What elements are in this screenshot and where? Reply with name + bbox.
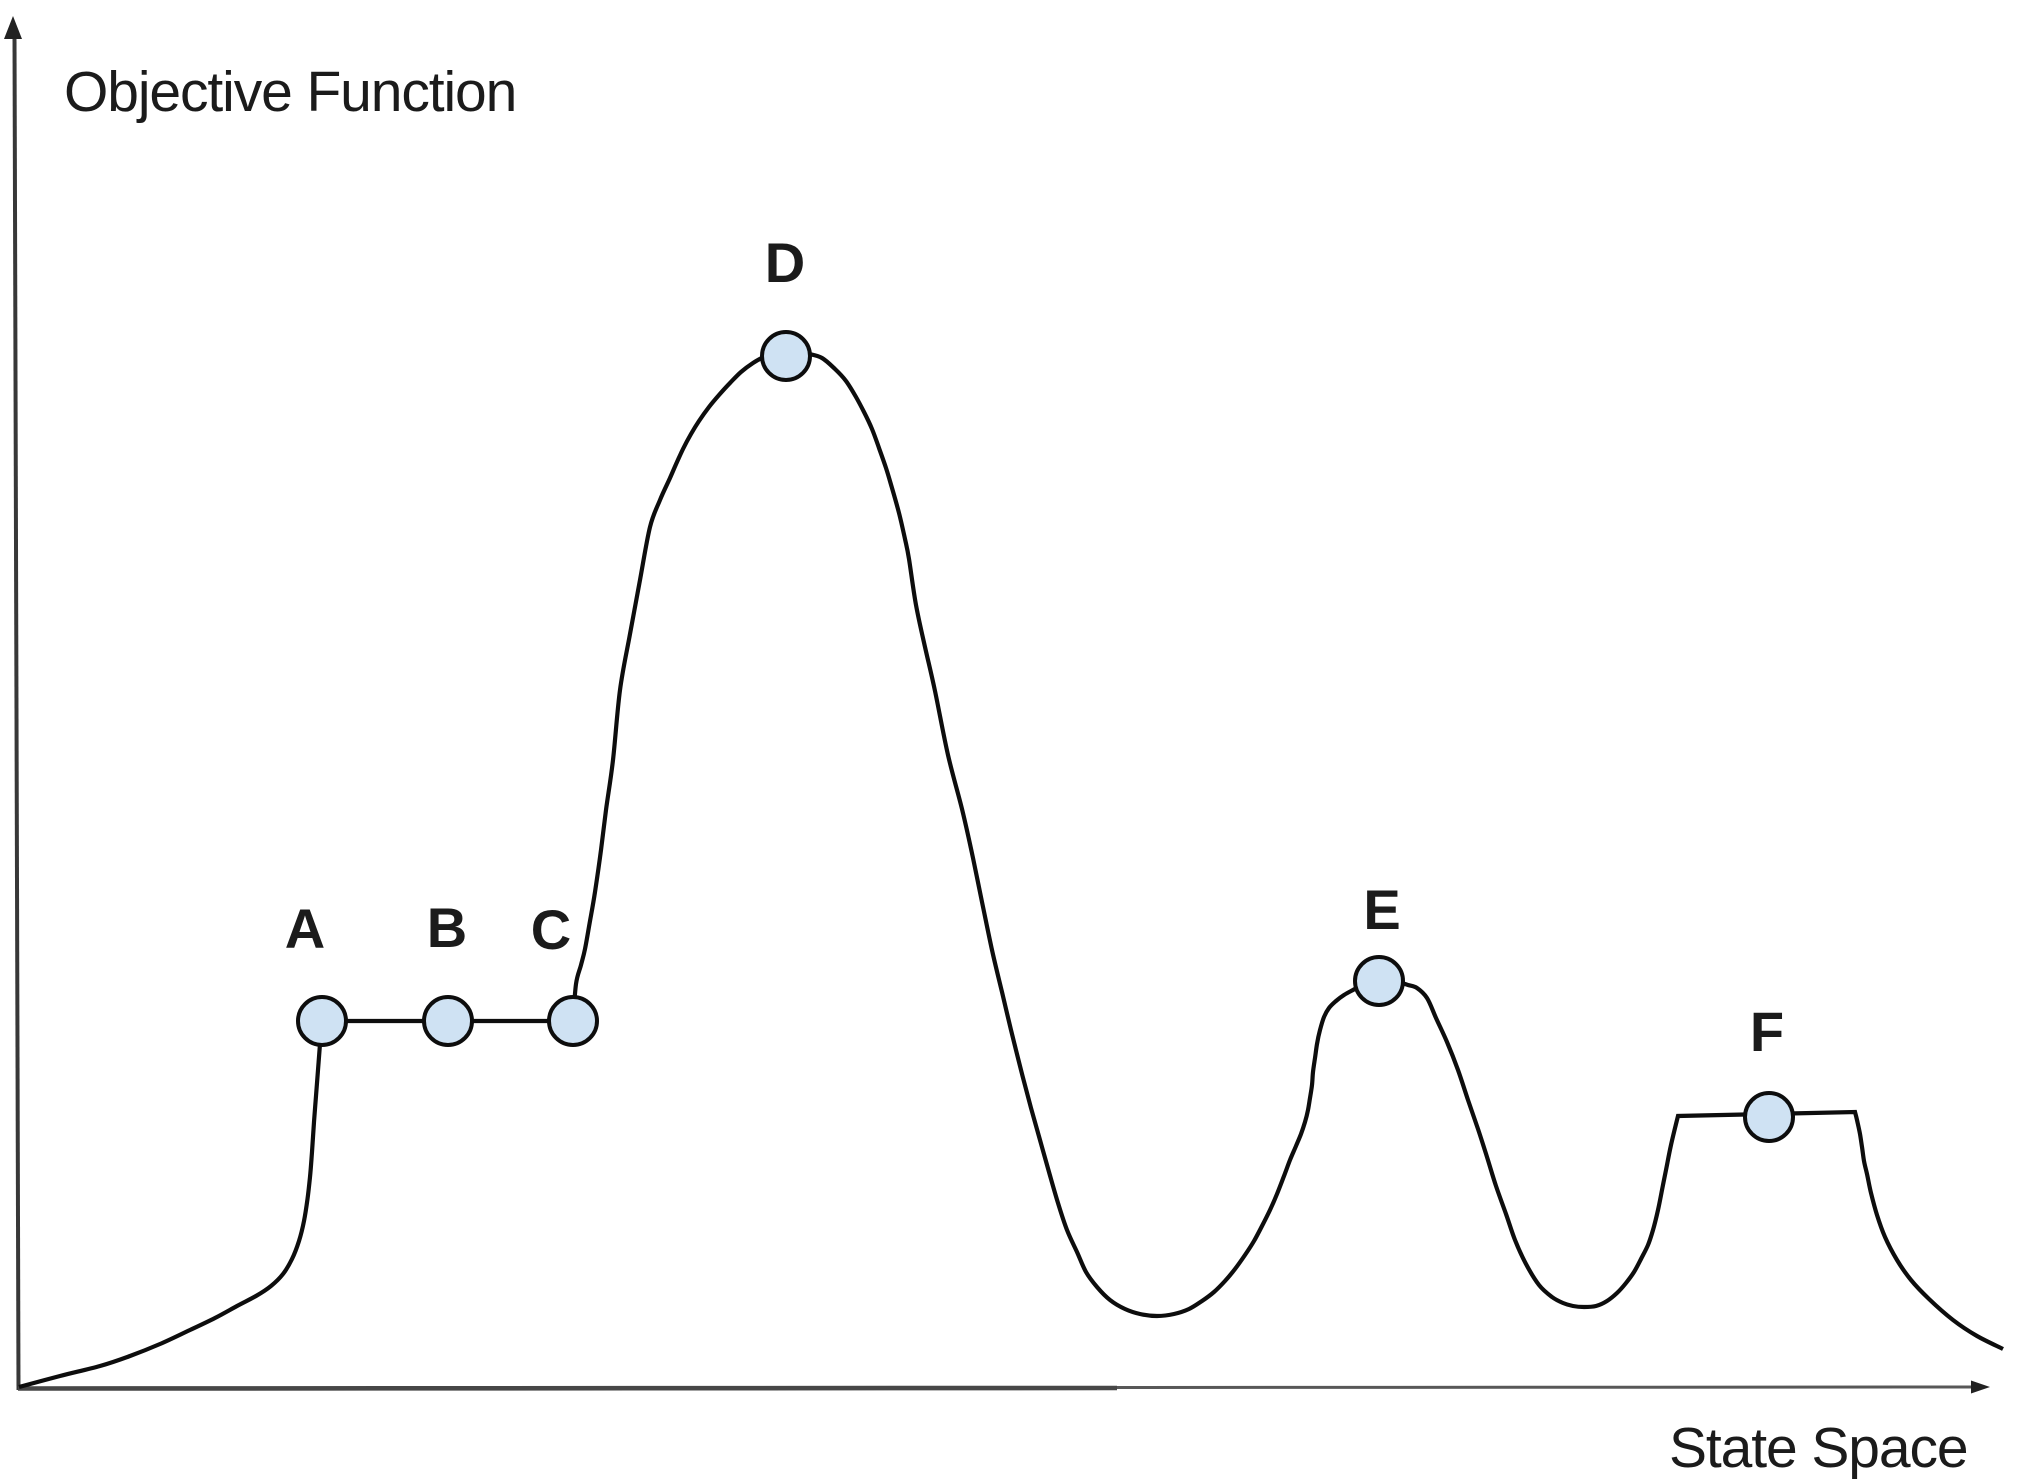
svg-text:B: B — [427, 896, 467, 959]
svg-text:F: F — [1750, 1000, 1784, 1063]
svg-text:D: D — [765, 231, 805, 294]
svg-text:E: E — [1363, 878, 1400, 941]
svg-text:Objective Function: Objective Function — [64, 60, 516, 124]
svg-text:State Space: State Space — [1669, 1416, 1967, 1480]
svg-text:A: A — [285, 897, 325, 960]
svg-text:C: C — [531, 898, 571, 961]
